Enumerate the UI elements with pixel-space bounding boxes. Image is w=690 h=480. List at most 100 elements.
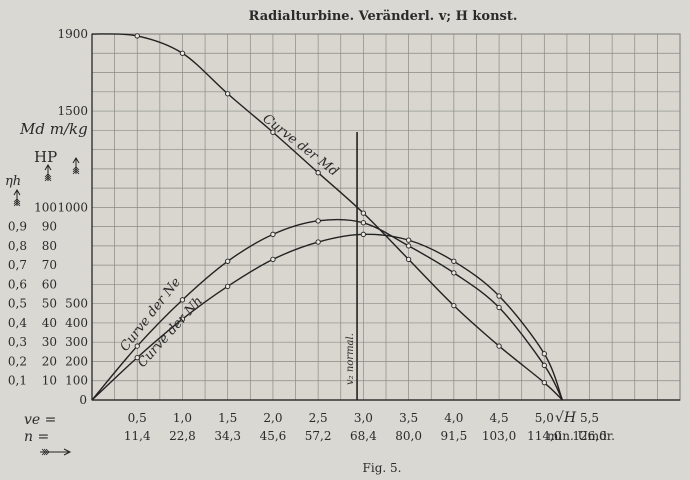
data-point (451, 270, 457, 276)
eta-tick-label: 0,6 (8, 277, 27, 291)
hp-tick-label: 80 (42, 239, 57, 253)
series-line-2 (91, 233, 564, 401)
data-point (496, 343, 502, 349)
md-arrow-icon-feather (72, 166, 80, 171)
data-point (270, 129, 276, 135)
ve-tick-label: 1,0 (173, 411, 192, 425)
ve-axis-label: ve = (24, 412, 56, 428)
data-point (451, 302, 457, 309)
data-point (541, 351, 547, 357)
n-tick-label: 80,0 (395, 429, 422, 443)
md-arrow-icon-head (72, 157, 80, 164)
n-arrow-feather (43, 448, 48, 456)
md-tick-label: 300 (65, 335, 88, 349)
hp-arrow-icon-feather (44, 177, 52, 182)
eta-arrow-icon-head (13, 189, 21, 196)
data-point (405, 243, 412, 249)
data-point (179, 316, 186, 322)
md-tick-label: 200 (65, 354, 88, 368)
data-point (179, 50, 186, 56)
data-point (405, 256, 412, 263)
hp-tick-label: 60 (42, 277, 57, 291)
hp-tick-label: 50 (42, 297, 57, 311)
eta-arrow-icon-feather (13, 198, 21, 203)
data-point (496, 293, 502, 299)
data-point (405, 237, 412, 243)
data-point (134, 343, 140, 349)
data-point (225, 283, 231, 289)
md-tick-label: 1500 (57, 104, 88, 118)
data-point (225, 258, 231, 264)
data-point (315, 218, 321, 224)
n-tick-label: 22,8 (169, 429, 196, 443)
n-tick-label: 57,2 (305, 429, 332, 443)
eta-tick-label: 0,2 (8, 354, 27, 368)
eta-tick-label: 0,4 (8, 316, 27, 330)
data-point (270, 256, 276, 263)
md-tick-label: 400 (65, 316, 88, 330)
md-tick-label: 1000 (57, 200, 88, 214)
chart-title: Radialturbine. Veränderl. v; H konst. (249, 9, 518, 24)
data-point (179, 297, 186, 303)
n-arrow-feather (41, 448, 46, 456)
n-tick-label: 91,5 (440, 429, 467, 443)
eta-arrow-icon-feather (13, 202, 21, 207)
n-axis-label: n = (24, 429, 49, 445)
data-point (541, 380, 547, 386)
n-tick-label: 68,4 (350, 429, 377, 443)
md-tick-label: 100 (65, 374, 88, 388)
eta-tick-label: 0,5 (8, 297, 27, 311)
data-point (225, 91, 231, 97)
hp-tick-label: 90 (42, 220, 57, 234)
hp-tick-label: 70 (42, 258, 57, 272)
hp-tick-label: 20 (42, 354, 57, 368)
eta-tick-label: 0,8 (8, 239, 27, 253)
sqrt-h-label: √H (555, 410, 577, 426)
n-tick-label: 45,6 (260, 429, 287, 443)
md-arrow-icon-feather (72, 170, 80, 175)
n-tick-label: 114,0 (527, 429, 561, 443)
md-tick-label: 1900 (57, 27, 88, 41)
eta-axis-label: ηh (5, 174, 21, 189)
origin-label: 0 (79, 393, 87, 407)
data-point (270, 231, 276, 237)
ve-tick-label: 2,0 (263, 411, 282, 425)
data-point (360, 220, 367, 226)
n-arrow-feather (45, 448, 50, 456)
ve-tick-label: 4,5 (490, 411, 509, 425)
data-point (134, 33, 140, 39)
n-arrow-head (63, 448, 72, 456)
md-axis-label: Md m/kg (19, 120, 88, 138)
hp-axis-label: HP (34, 148, 57, 166)
data-point (541, 362, 547, 368)
ve-tick-label: 4,0 (444, 411, 463, 425)
data-point (360, 210, 367, 216)
hp-tick-label: 30 (42, 335, 57, 349)
n-tick-label: 34,3 (214, 429, 241, 443)
hp-tick-label: 10 (42, 374, 57, 388)
eta-tick-label: 0,9 (8, 220, 27, 234)
ve-tick-label: 2,5 (309, 411, 328, 425)
data-point (360, 231, 367, 237)
normal-marker-label: v₂ normal. (345, 333, 356, 385)
data-point (315, 170, 321, 176)
eta-tick-label: 0,3 (8, 335, 27, 349)
hp-arrow-icon-feather (44, 173, 52, 178)
ve-tick-label: 5,5 (580, 411, 599, 425)
data-point (496, 304, 502, 311)
n-tick-label: 11,4 (124, 429, 151, 443)
md-tick-label: 500 (65, 297, 88, 311)
hp-tick-label: 100 (34, 200, 57, 214)
md-arrow-icon-feather (72, 168, 80, 173)
ve-tick-label: 5,0 (535, 411, 554, 425)
n-tick-label: 126,0 (572, 429, 606, 443)
n-tick-label: 103,0 (482, 429, 516, 443)
hp-arrow-icon-feather (44, 175, 52, 180)
eta-arrow-icon-feather (13, 200, 21, 205)
ve-tick-label: 3,5 (399, 411, 418, 425)
ve-tick-label: 1,5 (218, 411, 237, 425)
data-point (134, 354, 140, 361)
data-point (315, 239, 321, 245)
data-point (451, 258, 457, 264)
